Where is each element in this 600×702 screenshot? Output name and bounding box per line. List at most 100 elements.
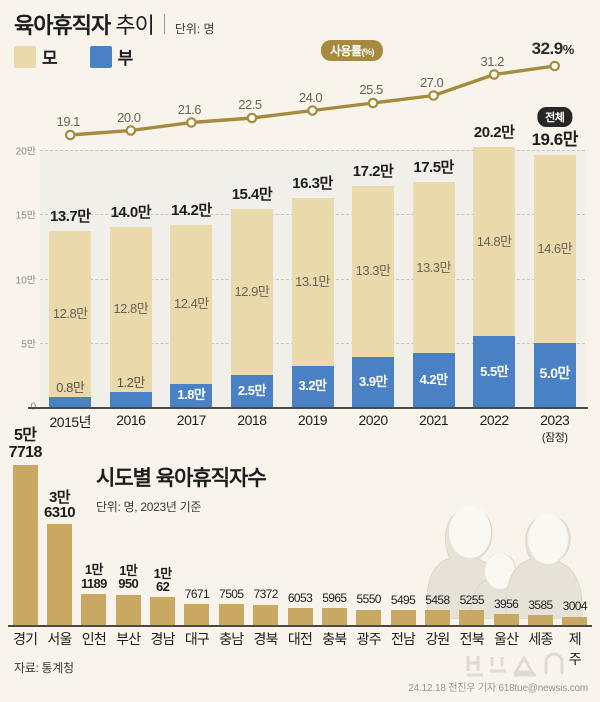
trend-bar[interactable]: 17.2만 13.3만 3.9만	[352, 163, 395, 407]
region-bar[interactable]: 7505	[218, 588, 244, 625]
page-title: 육아휴직자 추이 단위: 명	[14, 8, 215, 40]
bar-label-mo: 12.9만	[234, 284, 270, 299]
legend-item-mo: 모	[14, 44, 58, 69]
bar-segment-bu	[533, 342, 576, 407]
usage-rate-point[interactable]	[549, 60, 561, 72]
bar-total-label: 20.2만	[473, 124, 515, 142]
bar-label-bu: 4.2만	[419, 372, 449, 388]
trend-bar[interactable]: 19.6만 14.6만 5.0만	[532, 130, 578, 407]
bar-label-bu: 2.5만	[237, 382, 267, 398]
bar-label-mo: 12.8만	[113, 301, 149, 317]
region-bar-label: 5255	[459, 593, 485, 608]
legend-swatch-mo	[14, 45, 36, 68]
region-x-tick-label: 전북	[459, 631, 485, 647]
region-title: 시도별 육아휴직자수	[96, 467, 267, 490]
trend-bar[interactable]: 16.3만 13.1만 3.2만	[291, 175, 334, 407]
region-bar-label: 5550	[356, 592, 382, 607]
region-x-tick-label: 충남	[219, 631, 244, 647]
bar-segment-bu	[49, 396, 92, 407]
bar-total-label: 16.3만	[292, 174, 333, 192]
region-x-axis-labels: 경기 서울 인천 부산 경남 대구 충남 경북 대전 충북 광주 전남 강원 전북 울산 세종 제주	[8, 629, 592, 667]
trend-bar[interactable]: 14.0만 12.8만 1.2만	[109, 204, 152, 407]
usage-rate-value: 22.5	[238, 97, 262, 112]
region-bar[interactable]: 1만 1189	[81, 563, 107, 625]
x-tick-label: 2020	[358, 412, 388, 428]
usage-rate-point[interactable]	[307, 105, 318, 116]
bar-label-mo: 13.3만	[355, 263, 391, 279]
x-tick-label: 2019	[297, 412, 328, 428]
region-bar-label: 5965	[322, 591, 347, 606]
region-bar-label: 1만 62	[153, 565, 173, 594]
region-bar[interactable]: 3004	[562, 600, 588, 625]
x-tick-label: 2017	[176, 412, 207, 428]
usage-rate-value: 32.9%	[531, 39, 575, 58]
title-thin: 추이	[115, 13, 154, 38]
region-bar[interactable]: 3만 6310	[44, 490, 76, 625]
bar-label-mo: 12.8만	[52, 305, 88, 321]
legend-item-bu: 부	[89, 44, 134, 69]
usage-rate-value: 27.0	[419, 74, 444, 90]
usage-rate-point[interactable]	[64, 129, 76, 141]
usage-rate-point[interactable]	[246, 112, 258, 124]
region-bar[interactable]: 3956	[493, 598, 519, 625]
trend-bar[interactable]: 13.7만 12.8만 0.8만	[49, 208, 92, 407]
bar-segment-bu	[352, 356, 395, 407]
region-bar[interactable]: 1만 950	[115, 564, 141, 625]
region-bar[interactable]: 7372	[253, 588, 278, 625]
region-bar-label: 1만 1189	[80, 562, 107, 591]
unit-note: 단위: 명	[174, 22, 215, 36]
legend: 모 부	[14, 44, 133, 69]
region-bar[interactable]: 5만 7718	[9, 428, 42, 625]
trend-x-axis-labels: 2015년 2016 2017 2018 2019 2020 2021 2022 2023 (잠정…	[40, 412, 585, 456]
bar-segment-bu	[291, 365, 334, 407]
bar-label-mo: 13.1만	[295, 273, 330, 289]
region-bar-label: 5495	[390, 592, 416, 607]
region-x-tick-label: 부산	[116, 631, 141, 647]
region-bar[interactable]: 1만 62	[150, 567, 176, 625]
bar-label-bu: 1.2만	[116, 374, 146, 390]
usage-rate-value: 31.2	[480, 53, 505, 69]
trend-axis-line	[28, 407, 588, 409]
region-unit-note: 단위: 명, 2023년 기준	[96, 500, 202, 514]
region-bar[interactable]: 3585	[527, 599, 553, 625]
region-bar-label: 5만 7718	[8, 427, 43, 461]
bar-label-bu: 0.8만	[56, 379, 85, 395]
usage-rate-value: 21.6	[177, 101, 202, 117]
credit-line: 24.12.18 전진우 기자 618tue@newsis.com	[408, 683, 588, 694]
gridline	[40, 150, 585, 151]
usage-rate-point[interactable]	[125, 125, 137, 136]
region-bar-label: 3004	[562, 599, 588, 614]
newsis-logo	[466, 652, 564, 677]
region-bar[interactable]: 5550	[356, 593, 381, 625]
region-bar[interactable]: 5965	[321, 592, 347, 625]
region-bar-label: 7671	[184, 586, 210, 601]
region-x-tick-label: 경남	[150, 631, 175, 647]
region-bar-label: 5458	[425, 592, 450, 607]
trend-bar[interactable]: 20.2만 14.8만 5.5만	[473, 124, 516, 407]
legend-label-bu: 부	[117, 49, 134, 68]
bar-label-bu: 3.2만	[298, 378, 327, 394]
bar-segment-bu	[170, 383, 213, 407]
title-bold: 육아휴직자	[14, 13, 111, 38]
bar-total-label: 14.0만	[110, 204, 152, 222]
usage-rate-point[interactable]	[488, 69, 500, 80]
usage-rate-point[interactable]	[367, 97, 379, 109]
region-x-tick-label: 충북	[322, 631, 347, 647]
region-x-tick-label: 대전	[287, 631, 313, 647]
region-bar[interactable]: 5255	[459, 594, 485, 625]
x-tick-label: 2015년	[49, 414, 92, 430]
bar-segment-bu	[109, 391, 152, 407]
trend-bar[interactable]: 15.4만 12.9만 2.5만	[230, 186, 273, 407]
region-bar[interactable]: 5458	[424, 593, 450, 625]
region-bar[interactable]: 6053	[287, 592, 313, 625]
region-bar[interactable]: 5495	[390, 593, 416, 625]
usage-rate-point[interactable]	[428, 90, 439, 101]
usage-rate-value: 25.5	[359, 82, 383, 97]
trend-bar[interactable]: 14.2만 12.4만 1.8만	[170, 202, 213, 407]
region-bar[interactable]: 7671	[184, 587, 210, 625]
usage-rate-point[interactable]	[186, 117, 197, 128]
usage-rate-value: 19.1	[56, 114, 81, 129]
y-tick-label: 10만	[15, 275, 36, 286]
trend-bar[interactable]: 17.5만 13.3만 4.2만	[412, 159, 455, 407]
